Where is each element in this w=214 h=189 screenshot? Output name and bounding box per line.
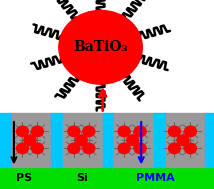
Bar: [0, 167, 214, 189]
Circle shape: [24, 135, 36, 146]
Circle shape: [118, 126, 130, 137]
Circle shape: [59, 10, 142, 84]
Bar: [12, 113, 51, 167]
Bar: [51, 113, 63, 167]
Circle shape: [16, 143, 28, 154]
Circle shape: [75, 135, 87, 146]
Text: PS: PS: [16, 173, 32, 183]
Circle shape: [68, 126, 80, 137]
Bar: [0, 113, 12, 167]
Circle shape: [184, 143, 196, 154]
Circle shape: [134, 143, 146, 154]
Circle shape: [16, 126, 28, 137]
Circle shape: [127, 135, 139, 146]
Circle shape: [118, 143, 130, 154]
Text: BaTiO₃: BaTiO₃: [73, 40, 128, 54]
Circle shape: [134, 126, 146, 137]
Bar: [154, 113, 166, 167]
Circle shape: [177, 135, 189, 146]
Bar: [114, 113, 154, 167]
Text: Si: Si: [76, 173, 88, 183]
Bar: [63, 113, 103, 167]
Circle shape: [68, 143, 80, 154]
Circle shape: [168, 126, 180, 137]
Circle shape: [31, 126, 43, 137]
Text: PMMA: PMMA: [136, 173, 175, 183]
Bar: [103, 113, 114, 167]
Circle shape: [83, 143, 95, 154]
Bar: [205, 113, 214, 167]
Bar: [166, 113, 205, 167]
Circle shape: [168, 143, 180, 154]
Circle shape: [31, 143, 43, 154]
Circle shape: [83, 126, 95, 137]
Circle shape: [184, 126, 196, 137]
